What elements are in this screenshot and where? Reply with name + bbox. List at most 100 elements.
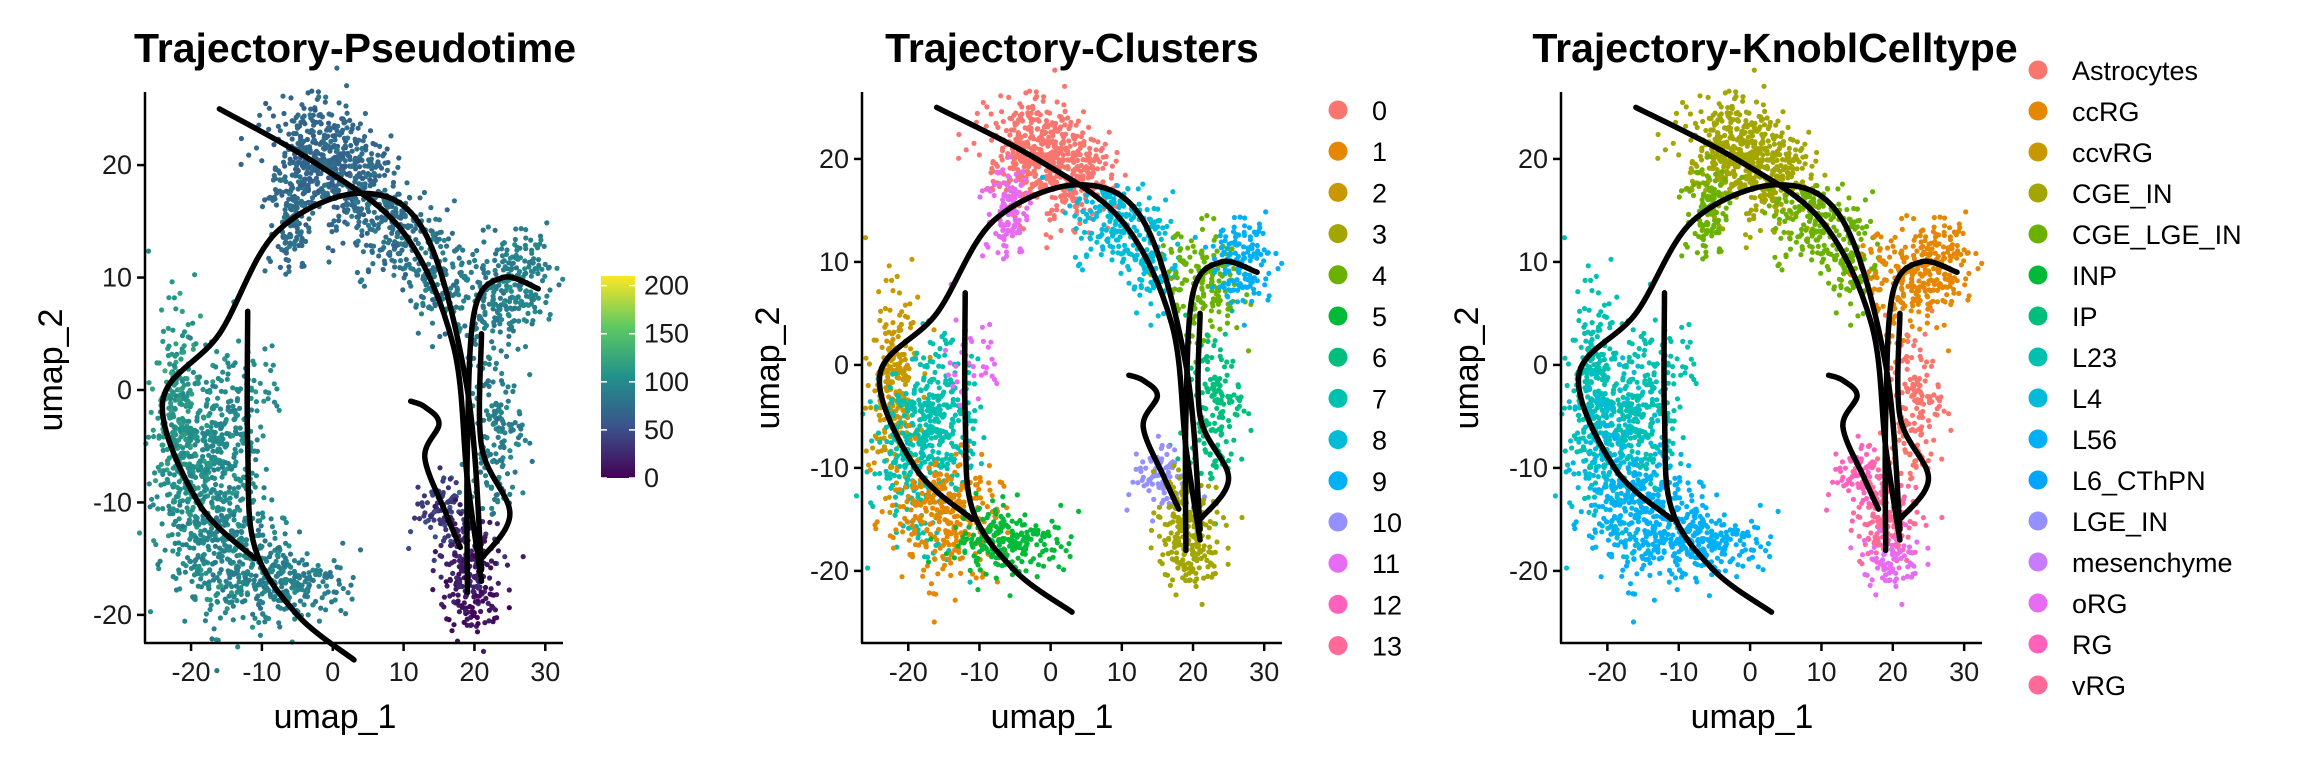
cell-point [310,210,316,216]
cell-point [319,152,325,158]
cell-point [441,594,447,600]
cell-point [998,93,1004,99]
cell-point [1199,285,1205,291]
cell-point [1168,275,1174,281]
cell-point [288,160,294,166]
cell-point [1070,132,1076,138]
cell-point [349,202,356,208]
cell-point [1048,179,1054,185]
cell-point [495,263,501,269]
cell-point [204,461,210,467]
cell-point [146,481,152,487]
cell-point [294,200,300,206]
cell-point [1097,233,1103,239]
cell-point [506,341,512,347]
cell-point [876,289,882,295]
cell-point [1234,325,1240,331]
cell-point [508,288,514,294]
cell-point [157,468,163,474]
cell-point [471,574,477,580]
cell-point [1037,146,1043,152]
cell-point [340,163,347,169]
cell-point [530,296,537,303]
cell-point [1078,235,1084,241]
cell-point [1192,249,1198,255]
cell-point [266,255,272,261]
cell-point [347,117,353,123]
cell-point [478,469,484,475]
cell-point [895,334,901,340]
cell-point [499,370,505,377]
cell-point [304,169,310,175]
cell-point [391,211,397,217]
cell-point [333,227,339,233]
cell-point [191,428,197,434]
cell-point [271,381,277,387]
cell-point [429,344,436,350]
cell-point [210,379,216,385]
cell-point [1013,110,1019,116]
cell-point [1242,284,1248,290]
cell-point [890,288,896,294]
cell-point [1148,322,1154,328]
cell-point [213,422,219,429]
cell-point [1132,254,1138,260]
cell-point [303,238,309,244]
cell-point [354,269,360,276]
cell-point [1188,268,1194,274]
cell-point [294,123,300,129]
cell-point [363,143,369,149]
cell-point [235,442,241,448]
cell-point [1207,318,1213,324]
cell-point [266,126,272,132]
cell-point [1273,250,1279,257]
cell-point [1062,122,1068,128]
cell-point [1224,293,1230,299]
cell-point [486,392,492,398]
x-tick-label: 0 [325,657,340,687]
cell-point [218,449,224,455]
cell-point [1059,145,1065,151]
cell-point [872,471,878,477]
cell-point [331,123,337,129]
cell-point [228,398,234,404]
cell-point [1006,154,1012,160]
cell-point [195,438,201,444]
cell-point [1011,127,1017,133]
cell-point [503,251,509,257]
cell-point [213,364,219,370]
cell-point [415,484,421,490]
cell-point [432,302,438,309]
cell-point [1037,112,1043,118]
cell-point [529,292,535,298]
cell-point [1193,263,1200,269]
cell-point [901,351,907,358]
cell-point [1200,300,1206,306]
cell-point [471,610,477,616]
cell-point [465,295,471,301]
cell-point [255,532,261,539]
cell-point [1242,215,1248,221]
cell-point [361,212,367,218]
cell-point [204,467,210,473]
cell-point [499,439,505,445]
cell-point [494,317,500,323]
cell-point [315,562,321,569]
cell-point [193,557,199,563]
cell-point [355,158,361,164]
cell-point [259,158,265,164]
cell-point [507,491,513,497]
cell-point [1228,451,1234,457]
cell-point [202,618,208,624]
cell-point [991,192,997,199]
cell-point [326,259,332,265]
cell-point [1208,280,1214,286]
cell-point [492,227,498,233]
cell-point [883,379,889,385]
cell-point [1247,253,1253,259]
cell-point [209,499,215,505]
cell-point [491,345,497,351]
cell-point [369,248,375,254]
cell-point [211,577,217,583]
cell-point [1104,236,1110,242]
